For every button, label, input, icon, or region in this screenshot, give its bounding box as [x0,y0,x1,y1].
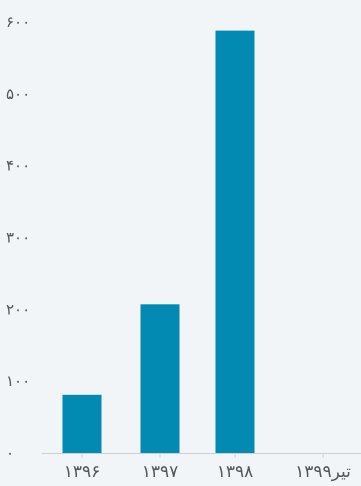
y-tick-label: ۲۰۰ [6,300,30,318]
y-tick-label: ۰ [6,444,14,462]
x-tick-label: ۱۳۹۶ [64,462,101,482]
y-tick-label: ۱۰۰ [6,372,30,390]
bars [62,30,255,454]
bar [215,30,255,454]
bar [140,304,180,453]
y-axis-ticks: ۰ ۱۰۰ ۲۰۰ ۳۰۰ ۴۰۰ ۵۰۰ ۶۰۰ [6,13,30,462]
y-tick-label: ۶۰۰ [6,13,30,31]
y-tick-label: ۴۰۰ [6,157,30,175]
x-axis-ticks: ۱۳۹۶ ۱۳۹۷ ۱۳۹۸ تیر۱۳۹۹ [64,453,351,482]
x-tick-label: ۱۳۹۷ [142,462,179,482]
y-tick-label: ۳۰۰ [6,229,30,247]
x-tick-label: ۱۳۹۸ [217,462,254,482]
y-tick-label: ۵۰۰ [6,85,30,103]
x-tick-label: تیر۱۳۹۹ [295,462,351,482]
bar [62,394,102,453]
